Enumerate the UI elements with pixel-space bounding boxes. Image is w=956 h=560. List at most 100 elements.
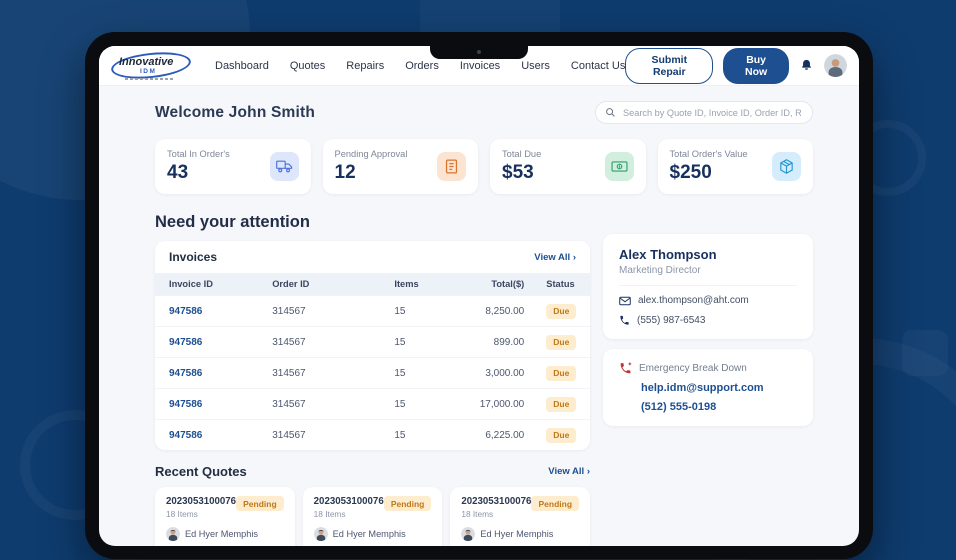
order-id-cell: 314567 bbox=[258, 419, 381, 450]
stat-label: Total Order's Value bbox=[669, 149, 748, 159]
stat-label: Total In Order's bbox=[167, 149, 230, 159]
col-items: Items bbox=[380, 273, 461, 296]
contact-email-row[interactable]: alex.thompson@aht.com bbox=[619, 295, 797, 306]
phone-icon bbox=[620, 315, 629, 325]
col-order-id: Order ID bbox=[258, 273, 381, 296]
nav-item[interactable]: Orders bbox=[405, 59, 439, 72]
invoices-view-all-link[interactable]: View All › bbox=[534, 251, 576, 263]
quote-card[interactable]: 2023053100076 18 Items Pending Ed Hyer M… bbox=[302, 487, 443, 546]
invoice-id-cell[interactable]: 947586 bbox=[155, 419, 259, 450]
quote-id: 2023053100076 bbox=[166, 496, 237, 507]
stat-card-total-in-orders[interactable]: Total In Order's 43 bbox=[155, 139, 311, 194]
total-cell: 17,000.00 bbox=[460, 388, 533, 420]
submit-repair-button[interactable]: Submit Repair bbox=[625, 47, 714, 84]
items-cell: 15 bbox=[380, 295, 461, 327]
invoice-table-row[interactable]: 947586 314567 15 899.00 Due bbox=[155, 326, 590, 358]
search-input[interactable] bbox=[621, 106, 803, 119]
nav-item[interactable]: Invoices bbox=[459, 59, 501, 72]
status-badge: Due bbox=[546, 396, 577, 412]
clipboard-icon bbox=[437, 152, 466, 181]
user-avatar[interactable] bbox=[824, 54, 847, 77]
nav-item[interactable]: Contact Us bbox=[570, 59, 626, 72]
contact-phone-row[interactable]: (555) 987-6543 bbox=[619, 315, 797, 326]
global-search[interactable] bbox=[595, 101, 813, 124]
logo-tagline bbox=[125, 77, 175, 80]
contact-email[interactable]: alex.thompson@aht.com bbox=[638, 295, 749, 306]
nav-item[interactable]: Users bbox=[521, 59, 550, 72]
invoice-table-row[interactable]: 947586 314567 15 17,000.00 Due bbox=[155, 388, 590, 420]
camera-notch bbox=[430, 46, 528, 59]
stat-card-total-orders-value[interactable]: Total Order's Value $250 bbox=[657, 139, 813, 194]
invoice-id-cell[interactable]: 947586 bbox=[155, 295, 259, 327]
search-icon bbox=[606, 108, 615, 117]
quote-id: 2023053100076 bbox=[313, 496, 384, 507]
app-screen: Innovative IDM Dashboard Quotes Repairs … bbox=[99, 46, 859, 546]
invoice-table-row[interactable]: 947586 314567 15 3,000.00 Due bbox=[155, 357, 590, 389]
invoice-header-row: Invoice ID Order ID Items Total($) Statu… bbox=[155, 273, 590, 296]
logo-name: Innovative bbox=[119, 55, 174, 68]
bell-icon[interactable] bbox=[799, 58, 814, 74]
innovative-idm-logo[interactable]: Innovative IDM bbox=[109, 48, 195, 82]
invoice-table-row[interactable]: 947586 314567 15 8,250.00 Due bbox=[155, 295, 590, 327]
invoices-title: Invoices bbox=[169, 250, 218, 264]
camera-dot bbox=[477, 50, 481, 54]
quote-card[interactable]: 2023053100076 18 Items Pending Ed Hyer M… bbox=[155, 487, 295, 546]
contact-role: Marketing Director bbox=[619, 265, 797, 286]
nav-list: Dashboard Quotes Repairs Orders Invoices… bbox=[215, 60, 625, 72]
invoice-tbody: 947586 314567 15 8,250.00 Due 947586 314… bbox=[155, 295, 590, 450]
owner-avatar bbox=[166, 527, 180, 541]
nav-item[interactable]: Repairs bbox=[346, 59, 385, 72]
invoice-id-cell[interactable]: 947586 bbox=[155, 388, 259, 420]
emergency-label: Emergency Break Down bbox=[639, 363, 747, 374]
quote-card[interactable]: 2023053100076 18 Items Pending Ed Hyer M… bbox=[450, 487, 591, 546]
quote-items-count: 18 Items bbox=[313, 509, 346, 519]
tablet-device-frame: Innovative IDM Dashboard Quotes Repairs … bbox=[85, 32, 873, 559]
stat-label: Pending Approval bbox=[334, 149, 408, 159]
contact-phone[interactable]: (555) 987-6543 bbox=[637, 315, 706, 326]
status-badge: Due bbox=[546, 427, 577, 443]
attention-heading: Need your attention bbox=[155, 213, 310, 231]
invoice-id-cell[interactable]: 947586 bbox=[155, 326, 259, 358]
stat-value: 43 bbox=[167, 162, 189, 183]
total-cell: 899.00 bbox=[460, 326, 533, 358]
invoice-table-row[interactable]: 947586 314567 15 6,225.00 Due bbox=[155, 419, 590, 450]
truck-icon bbox=[269, 152, 299, 181]
col-invoice-id: Invoice ID bbox=[155, 273, 259, 296]
emergency-phone[interactable]: (512) 555-0198 bbox=[641, 401, 717, 413]
logo-sub: IDM bbox=[140, 67, 157, 75]
total-cell: 3,000.00 bbox=[460, 357, 533, 389]
invoices-table: Invoice ID Order ID Items Total($) Statu… bbox=[155, 273, 590, 450]
col-total: Total($) bbox=[460, 273, 533, 296]
quote-items-count: 18 Items bbox=[166, 509, 198, 519]
stat-card-pending-approval[interactable]: Pending Approval 12 bbox=[322, 139, 478, 194]
items-cell: 15 bbox=[380, 357, 461, 389]
stat-value: $250 bbox=[669, 162, 712, 183]
status-cell: Due bbox=[532, 357, 590, 389]
status-cell: Due bbox=[532, 388, 590, 420]
quote-cards: 2023053100076 18 Items Pending Ed Hyer M… bbox=[155, 487, 591, 546]
emergency-email[interactable]: help.idm@support.com bbox=[641, 382, 764, 394]
stat-cards-row: Total In Order's 43 Pending Approval 12 bbox=[155, 139, 813, 194]
emergency-card: Emergency Break Down help.idm@support.co… bbox=[603, 349, 813, 426]
quote-owner: Ed Hyer Memphis bbox=[332, 529, 406, 539]
nav-item[interactable]: Quotes bbox=[289, 59, 326, 72]
status-cell: Due bbox=[532, 295, 590, 327]
order-id-cell: 314567 bbox=[258, 357, 381, 389]
appbar-actions: Submit Repair Buy Now bbox=[625, 47, 847, 84]
quote-owner: Ed Hyer Memphis bbox=[185, 529, 259, 539]
stat-card-total-due[interactable]: Total Due $53 bbox=[490, 139, 646, 194]
owner-avatar bbox=[461, 527, 476, 541]
items-cell: 15 bbox=[380, 326, 461, 358]
order-id-cell: 314567 bbox=[258, 388, 381, 420]
pending-badge: Pending bbox=[531, 496, 580, 511]
account-contact-card: Alex Thompson Marketing Director alex.th… bbox=[603, 234, 813, 339]
pending-badge: Pending bbox=[236, 496, 284, 511]
stat-label: Total Due bbox=[502, 149, 542, 159]
buy-now-button[interactable]: Buy Now bbox=[723, 47, 789, 84]
recent-quotes-heading: Recent Quotes bbox=[155, 464, 247, 479]
quotes-view-all-link[interactable]: View All › bbox=[548, 466, 590, 477]
quote-owner: Ed Hyer Memphis bbox=[480, 529, 554, 539]
invoice-id-cell[interactable]: 947586 bbox=[155, 357, 259, 389]
owner-avatar bbox=[313, 527, 328, 541]
nav-item[interactable]: Dashboard bbox=[215, 59, 269, 72]
